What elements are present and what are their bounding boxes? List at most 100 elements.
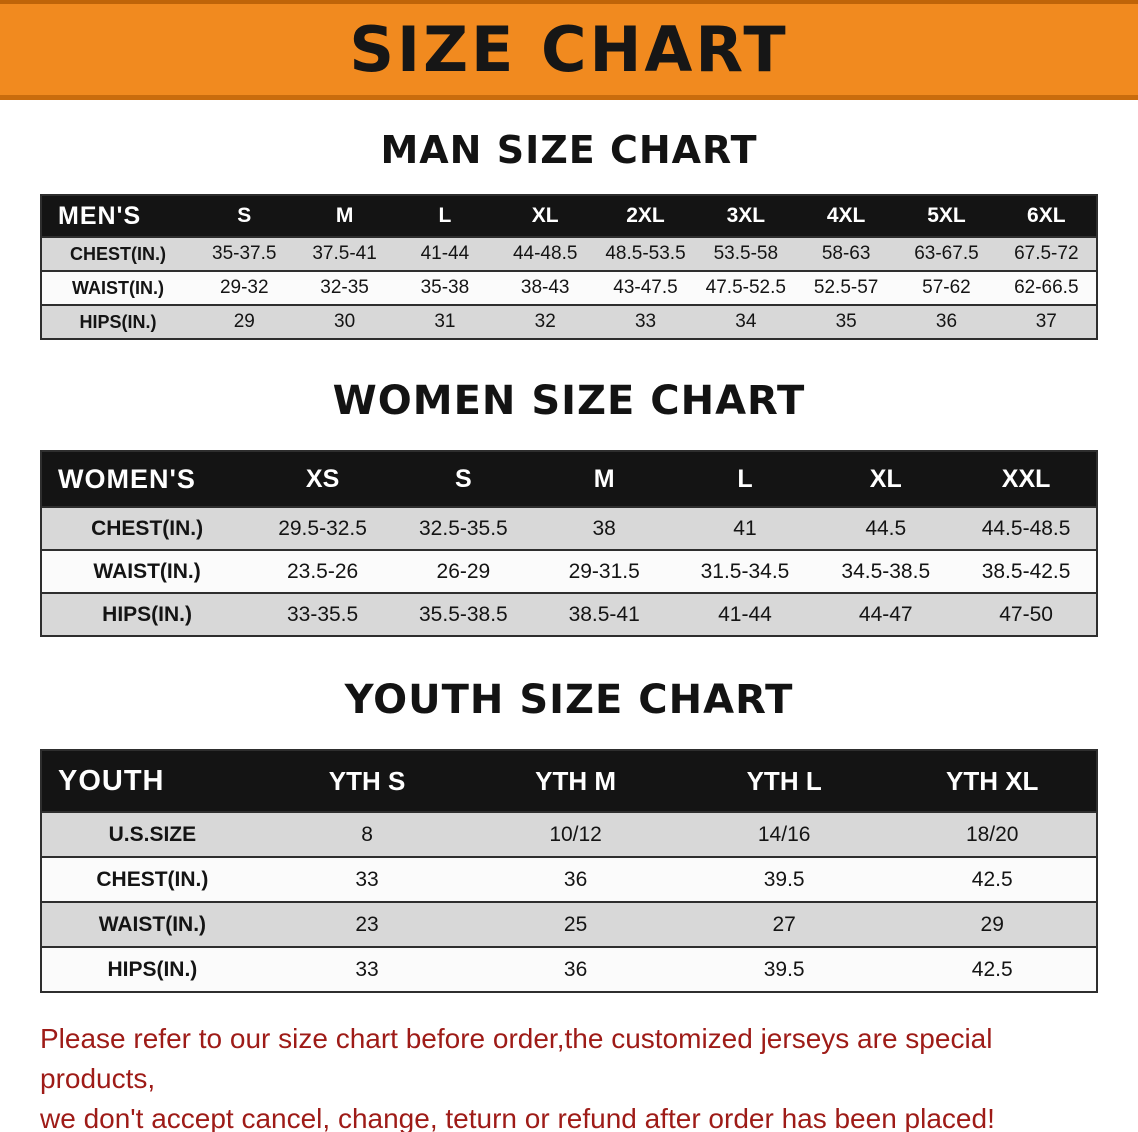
size-column-header: 2XL [595, 195, 696, 237]
size-value-cell: 35-37.5 [212, 243, 277, 264]
size-value-cell: 37 [1035, 311, 1057, 332]
size-value-cell: 48.5-53.5 [605, 243, 686, 264]
table-title-cell: WOMEN'S [41, 451, 253, 507]
size-value-cell: 42.5 [971, 867, 1013, 891]
table-header-row: WOMEN'S XS S M L XL XXL [41, 451, 1097, 507]
table-row: CHEST(IN.) 33 36 39.5 42.5 [41, 857, 1097, 902]
size-value-cell: 36 [935, 311, 958, 332]
size-value-cell: 27 [772, 912, 796, 936]
size-chart-banner: SIZE CHART [0, 0, 1138, 100]
size-value-cell: 53.5-58 [713, 243, 779, 264]
table-row: HIPS(IN.) 33-35.5 35.5-38.5 38.5-41 41-44 44-… [41, 593, 1097, 636]
size-value-cell: 33-35.5 [286, 602, 359, 626]
size-value-cell: 32 [534, 311, 556, 332]
size-column-header: YTH XL [888, 750, 1097, 812]
size-value-cell: 33 [355, 957, 379, 981]
size-value-cell: 18/20 [965, 822, 1019, 846]
size-column-header: YTH L [679, 750, 889, 812]
size-value-cell: 29-32 [219, 277, 269, 298]
size-value-cell: 35.5-38.5 [419, 602, 508, 626]
size-value-cell: 33 [355, 867, 379, 891]
size-value-cell: 38.5-42.5 [981, 559, 1071, 583]
size-column-header: YTH S [262, 750, 472, 812]
size-value-cell: 41-44 [420, 243, 470, 264]
table-row: CHEST(IN.) 29.5-32.5 32.5-35.5 38 41 44.5 44.5… [41, 507, 1097, 550]
row-label: CHEST(IN.) [70, 243, 167, 264]
size-value-cell: 25 [563, 912, 588, 936]
size-value-cell: 23 [355, 912, 379, 936]
youth-size-table: YOUTH YTH S YTH M YTH L YTH XL U.S.SIZE 8 10/12… [40, 749, 1098, 993]
size-value-cell: 32.5-35.5 [419, 516, 508, 540]
footer-note-line2: we don't accept cancel, change, teturn o… [40, 1103, 995, 1132]
table-row: HIPS(IN.) 33 36 39.5 42.5 [41, 947, 1097, 992]
size-column-header: XL [495, 195, 596, 237]
size-value-cell: 67.5-72 [1014, 243, 1079, 264]
size-column-header: XL [815, 451, 957, 507]
size-column-header: S [392, 451, 534, 507]
size-column-header: L [674, 451, 816, 507]
size-value-cell: 63-67.5 [914, 243, 979, 264]
size-value-cell: 30 [334, 311, 356, 332]
size-column-header: M [294, 195, 395, 237]
row-label: U.S.SIZE [108, 822, 197, 846]
size-value-cell: 35-38 [420, 277, 470, 298]
row-label: HIPS(IN.) [102, 602, 193, 626]
size-value-cell: 29-31.5 [568, 559, 640, 583]
size-value-cell: 58-63 [821, 243, 871, 264]
women-size-table: WOMEN'S XS S M L XL XXL CHEST(IN.) 29.5-32.5 32.5… [40, 450, 1098, 637]
size-value-cell: 44-47 [858, 602, 913, 626]
size-value-cell: 26-29 [436, 559, 491, 583]
size-value-cell: 31 [434, 311, 456, 332]
size-value-cell: 33 [634, 311, 657, 332]
size-value-cell: 47-50 [999, 602, 1053, 626]
size-value-cell: 39.5 [763, 867, 805, 891]
size-value-cell: 52.5-57 [813, 277, 879, 298]
table-title-cell: MEN'S [41, 195, 195, 237]
footer-note: Please refer to our size chart before or… [40, 1019, 1098, 1132]
size-column-header: S [194, 195, 295, 237]
size-value-cell: 38.5-41 [568, 602, 640, 626]
size-value-cell: 37.5-41 [312, 243, 377, 264]
table-row: WAIST(IN.) 23 25 27 29 [41, 902, 1097, 947]
size-value-cell: 44.5 [865, 516, 907, 540]
size-value-cell: 10/12 [549, 822, 602, 846]
row-label: CHEST(IN.) [91, 516, 204, 540]
row-label: CHEST(IN.) [96, 867, 209, 891]
size-value-cell: 36 [563, 957, 588, 981]
size-column-header: 4XL [795, 195, 897, 237]
size-value-cell: 34.5-38.5 [841, 559, 931, 583]
size-column-header: L [394, 195, 496, 237]
size-value-cell: 29.5-32.5 [278, 516, 367, 540]
size-value-cell: 32-35 [320, 277, 369, 298]
size-column-header: 6XL [996, 195, 1097, 237]
size-value-cell: 23.5-26 [286, 559, 359, 583]
size-value-cell: 44-48.5 [512, 243, 578, 264]
size-value-cell: 42.5 [971, 957, 1013, 981]
men-size-table: MEN'S S M L XL 2XL 3XL 4XL 5XL 6XL CHEST(IN.) 35-37… [40, 194, 1098, 340]
size-value-cell: 14/16 [757, 822, 811, 846]
size-value-cell: 29 [233, 311, 255, 332]
footer-note-line1: Please refer to our size chart before or… [40, 1023, 993, 1094]
men-section-title: MAN SIZE CHART [380, 128, 758, 172]
size-value-cell: 31.5-34.5 [700, 559, 790, 583]
row-label: WAIST(IN.) [93, 559, 201, 583]
size-value-cell: 57-62 [922, 277, 971, 298]
table-title-cell: YOUTH [41, 750, 263, 812]
row-label: WAIST(IN.) [72, 277, 165, 298]
table-row: U.S.SIZE 8 10/12 14/16 18/20 [41, 812, 1097, 857]
size-column-header: YTH M [471, 750, 680, 812]
table-header-row: MEN'S S M L XL 2XL 3XL 4XL 5XL 6XL [41, 195, 1097, 237]
table-row: WAIST(IN.) 23.5-26 26-29 29-31.5 31.5-34.5 34… [41, 550, 1097, 593]
table-header-row: YOUTH YTH S YTH M YTH L YTH XL [41, 750, 1097, 812]
size-value-cell: 41-44 [718, 602, 772, 626]
size-column-header: 5XL [896, 195, 997, 237]
size-value-cell: 44.5-48.5 [981, 516, 1071, 540]
size-value-cell: 34 [735, 311, 757, 332]
size-value-cell: 38-43 [520, 277, 570, 298]
size-column-header: XS [252, 451, 393, 507]
women-section-title: WOMEN SIZE CHART [332, 378, 806, 424]
row-label: HIPS(IN.) [107, 957, 198, 981]
size-value-cell: 62-66.5 [1014, 277, 1079, 298]
youth-section-title: YOUTH SIZE CHART [344, 677, 794, 723]
size-value-cell: 41 [733, 516, 757, 540]
